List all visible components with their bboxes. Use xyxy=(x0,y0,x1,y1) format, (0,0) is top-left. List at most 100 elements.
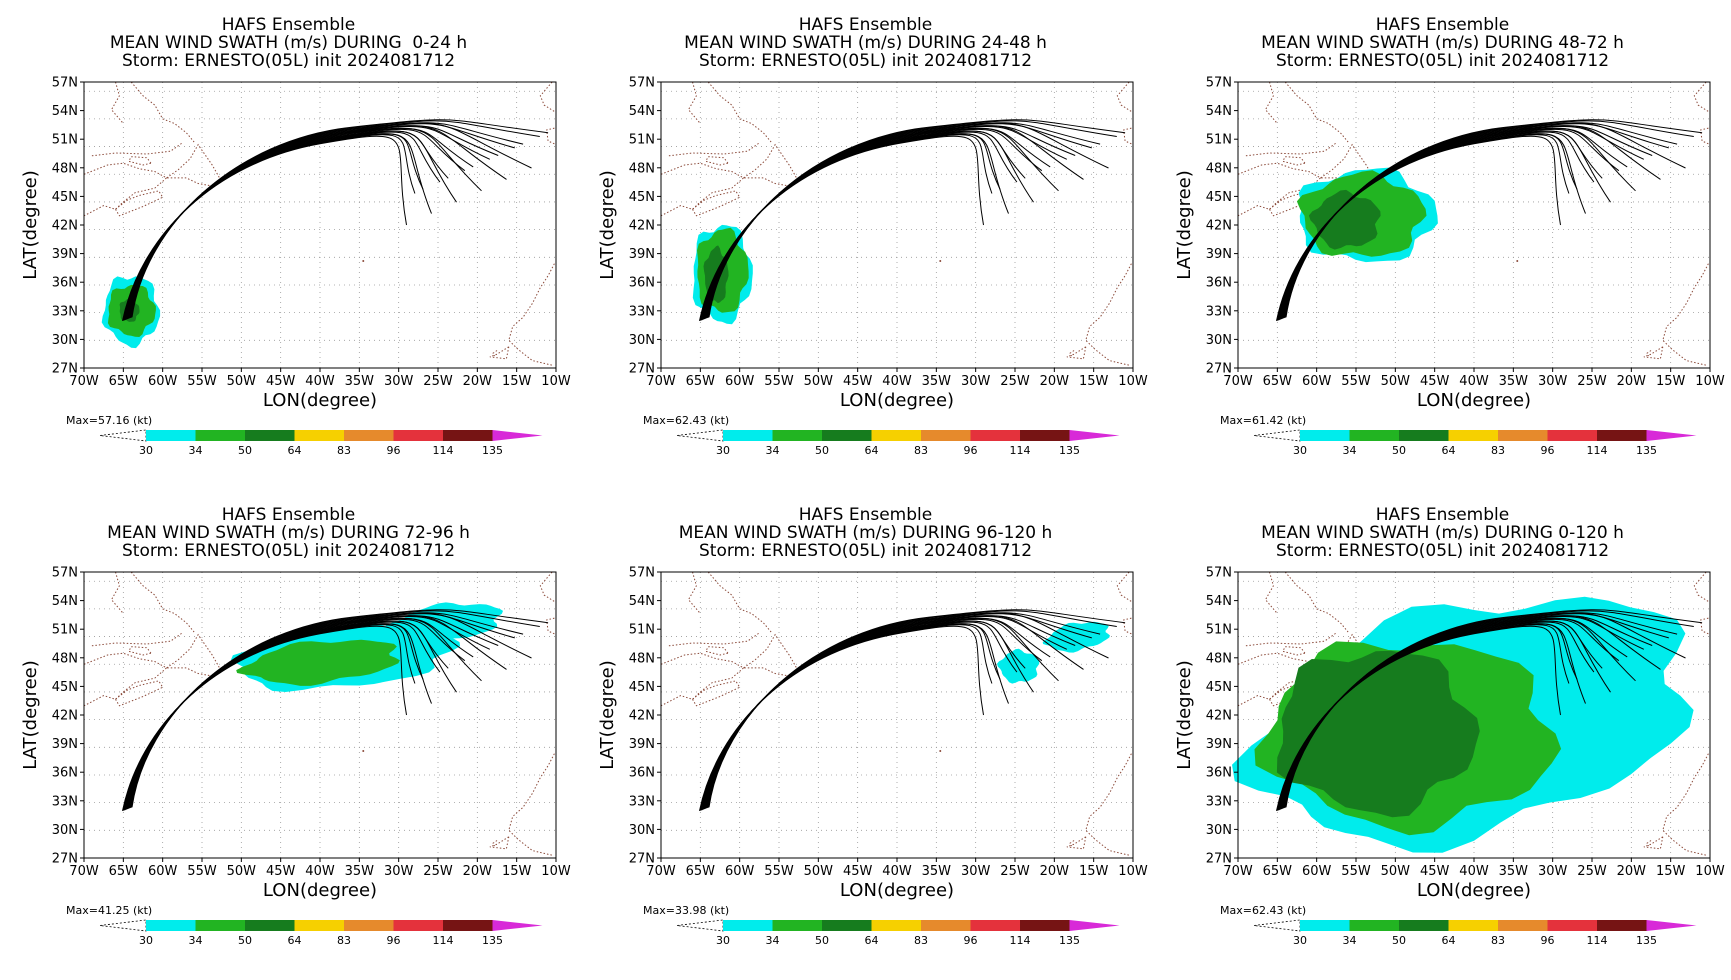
y-tick-label: 27N xyxy=(52,852,78,867)
x-tick-label: 40W xyxy=(882,374,912,389)
y-tick-label: 27N xyxy=(629,852,655,867)
y-tick-label: 27N xyxy=(1206,362,1232,377)
colorbar-box-64 xyxy=(294,920,344,931)
x-axis-label: LON(degree) xyxy=(840,390,954,411)
coastline xyxy=(1646,350,1652,357)
y-tick-label: 27N xyxy=(629,362,655,377)
x-tick-label: 70W xyxy=(1223,374,1253,389)
ensemble-tracks xyxy=(699,609,1126,812)
y-tick-label: 51N xyxy=(1206,133,1232,148)
x-axis-label: LON(degree) xyxy=(1417,880,1531,901)
y-tick-label: 42N xyxy=(629,219,655,234)
colorbar-box-34 xyxy=(772,920,822,931)
y-tick-label: 48N xyxy=(1206,161,1232,176)
colorbar-label: 96 xyxy=(387,444,401,457)
x-tick-label: 35W xyxy=(922,864,952,879)
coastline xyxy=(1123,617,1132,635)
chart-panel-5: HAFS Ensemble MEAN WIND SWATH (m/s) DURIN… xyxy=(577,490,1154,980)
x-tick-label: 55W xyxy=(1341,374,1371,389)
colorbar-label: 83 xyxy=(1491,934,1505,947)
coastline xyxy=(1264,571,1278,614)
coastline xyxy=(492,350,498,357)
y-tick-label: 36N xyxy=(52,766,78,781)
swath-region-30 xyxy=(1042,621,1110,653)
ensemble-track xyxy=(699,625,984,812)
coastline xyxy=(668,632,760,647)
coastline-group xyxy=(660,81,1132,366)
coastline xyxy=(1245,632,1337,647)
ensemble-tracks xyxy=(699,119,1126,322)
x-tick-label: 45W xyxy=(266,864,296,879)
chart-title-line-1: HAFS Ensemble xyxy=(798,15,933,35)
y-axis-label: LAT(degree) xyxy=(597,660,618,769)
coastline-group xyxy=(660,571,1132,856)
coastline xyxy=(1700,127,1709,145)
y-tick-label: 33N xyxy=(1206,794,1232,809)
x-tick-label: 60W xyxy=(725,374,755,389)
ensemble-track xyxy=(706,123,1092,319)
ensemble-track xyxy=(705,125,1076,319)
chart-panel-3: HAFS Ensemble MEAN WIND SWATH (m/s) DURIN… xyxy=(1154,0,1731,490)
colorbar-label: 96 xyxy=(964,444,978,457)
x-tick-label: 60W xyxy=(725,864,755,879)
ensemble-track xyxy=(124,130,449,320)
coastline xyxy=(83,652,168,707)
colorbar-label: 114 xyxy=(1010,444,1031,457)
x-tick-label: 15W xyxy=(1656,374,1686,389)
colorbar-box-50 xyxy=(245,430,295,441)
colorbar-box-83 xyxy=(344,920,394,931)
ensemble-tracks xyxy=(1276,609,1703,812)
y-tick-label: 45N xyxy=(629,680,655,695)
colorbar-box-96 xyxy=(1547,430,1597,441)
chart-title-line-2: MEAN WIND SWATH (m/s) DURING 48-72 h xyxy=(1261,33,1624,53)
ensemble-track xyxy=(706,122,1101,318)
colorbar-box-96 xyxy=(970,920,1020,931)
x-tick-label: 55W xyxy=(187,864,217,879)
colorbar-box-83 xyxy=(921,920,971,931)
ensemble-track xyxy=(704,126,1068,319)
x-tick-label: 25W xyxy=(1577,374,1607,389)
x-tick-label: 45W xyxy=(843,374,873,389)
chart-title-line-2: MEAN WIND SWATH (m/s) DURING 96-120 h xyxy=(678,523,1053,543)
colorbar-label: 64 xyxy=(865,934,879,947)
coastline xyxy=(539,81,555,112)
colorbar-label: 50 xyxy=(1392,934,1406,947)
azores-dot xyxy=(362,749,365,752)
x-tick-label: 45W xyxy=(266,374,296,389)
y-tick-label: 42N xyxy=(1206,709,1232,724)
y-axis-label: LAT(degree) xyxy=(20,660,41,769)
colorbar-label: 135 xyxy=(482,444,503,457)
x-tick-label: 65W xyxy=(1263,374,1293,389)
colorbar-box-30 xyxy=(723,920,773,931)
x-tick-label: 10W xyxy=(541,864,571,879)
swath-region-50 xyxy=(1308,189,1381,250)
colorbar-label: 50 xyxy=(1392,444,1406,457)
colorbar: 30 34 50 64 83 96 114 135 xyxy=(1253,429,1697,457)
wind-swath-map: 70W 65W 60W 55W 50W 45W 40W 35W 30W 25W 20W 15W 10W 5… xyxy=(597,566,1148,948)
ensemble-track xyxy=(126,127,474,320)
y-tick-label: 30N xyxy=(629,333,655,348)
y-tick-label: 57N xyxy=(1206,566,1232,581)
ensemble-track xyxy=(128,125,499,319)
x-tick-label: 20W xyxy=(1617,864,1647,879)
coastline xyxy=(539,571,555,602)
y-tick-label: 36N xyxy=(1206,766,1232,781)
max-wind-label: Max=33.98 (kt) xyxy=(643,904,729,917)
colorbar-box-96 xyxy=(1547,920,1597,931)
y-tick-label: 36N xyxy=(1206,276,1232,291)
y-tick-label: 42N xyxy=(52,219,78,234)
x-tick-label: 60W xyxy=(148,374,178,389)
y-tick-label: 33N xyxy=(629,794,655,809)
colorbar-label: 64 xyxy=(1442,444,1456,457)
colorbar-box-114 xyxy=(443,430,493,441)
swath-region-50 xyxy=(1276,650,1480,818)
ensemble-track xyxy=(131,119,549,318)
colorbar-box-83 xyxy=(921,430,971,441)
ensemble-track xyxy=(122,134,416,321)
coastline xyxy=(489,836,510,850)
swath-region-34 xyxy=(236,639,400,686)
y-tick-label: 36N xyxy=(52,276,78,291)
y-tick-label: 48N xyxy=(1206,651,1232,666)
colorbar-label: 114 xyxy=(1587,444,1608,457)
ensemble-track xyxy=(129,122,524,318)
